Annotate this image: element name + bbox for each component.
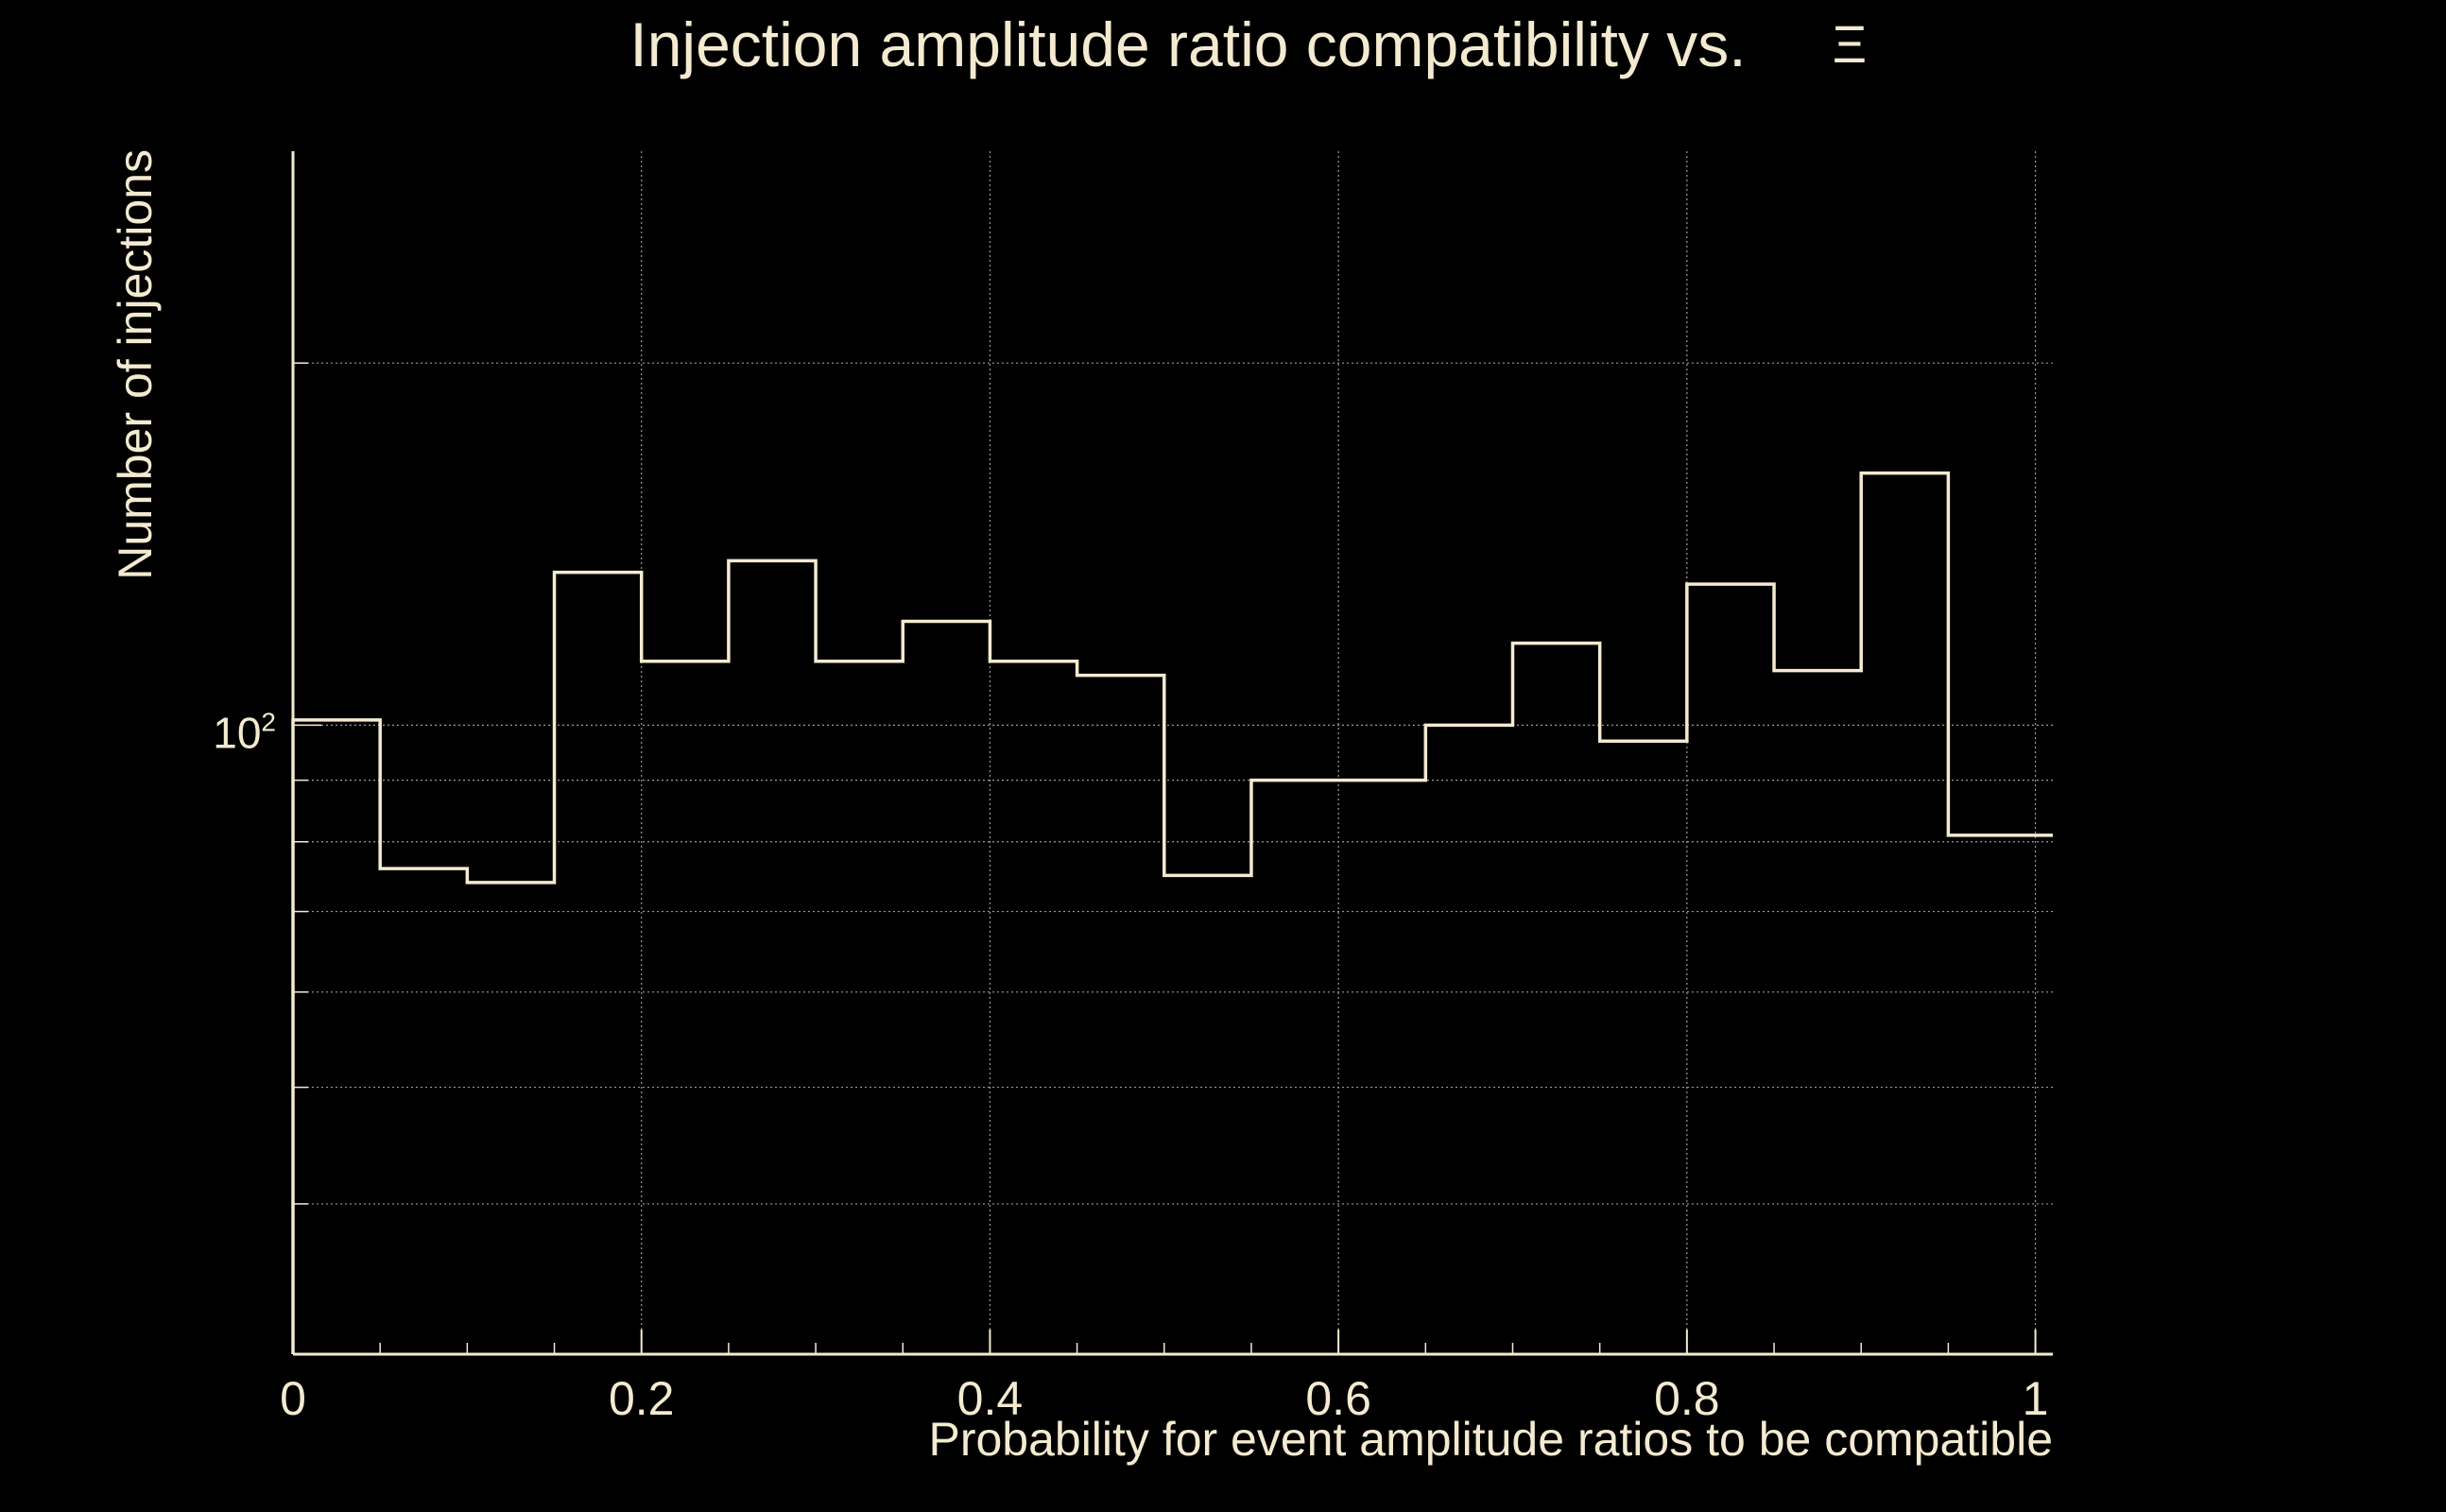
histogram-bin xyxy=(729,560,816,1354)
histogram-bin xyxy=(642,662,729,1354)
x-tick-label: 0.2 xyxy=(609,1372,675,1425)
histogram-bin xyxy=(467,883,554,1354)
x-tick-label: 1 xyxy=(2023,1372,2049,1425)
y-tick-label-base: 10 xyxy=(213,708,261,757)
y-tick-label: 102 xyxy=(213,707,276,757)
histogram-bin xyxy=(1948,835,2035,1354)
x-tick-label: 0 xyxy=(280,1372,306,1425)
y-axis-label: Number of injections xyxy=(109,149,162,580)
histogram-outline xyxy=(291,471,2053,1354)
histogram-bin xyxy=(1512,644,1599,1354)
histogram-bin xyxy=(1687,584,1774,1354)
histogram-bin xyxy=(903,621,990,1354)
histogram-bin xyxy=(816,662,903,1354)
histogram-bin xyxy=(1338,781,1425,1354)
chart-title: Injection amplitude ratio compatibility … xyxy=(629,9,1746,79)
histogram-bin xyxy=(1077,676,1164,1354)
y-tick-label-exponent: 2 xyxy=(261,707,276,736)
histogram-bin xyxy=(1861,473,1948,1354)
histogram-bin xyxy=(990,662,1077,1354)
histogram-bin xyxy=(1425,725,1512,1354)
series-layer xyxy=(291,471,2053,1354)
histogram-bin xyxy=(1251,781,1338,1354)
histogram-bin xyxy=(293,720,380,1354)
x-tick-label: 0.8 xyxy=(1654,1372,1720,1425)
x-tick-label: 0.4 xyxy=(957,1372,1024,1425)
histogram-bin xyxy=(1774,671,1861,1354)
x-tick-label: 0.6 xyxy=(1305,1372,1371,1425)
histogram-bin xyxy=(555,573,642,1354)
labels-layer: Injection amplitude ratio compatibility … xyxy=(109,9,2053,1466)
histogram-bin xyxy=(1164,875,1251,1354)
x-axis-label: Probability for event amplitude ratios t… xyxy=(928,1413,2053,1466)
histogram-bin xyxy=(380,868,467,1354)
grid-layer xyxy=(293,151,2053,1354)
histogram-bin xyxy=(1600,741,1687,1354)
title-symbol: Ξ xyxy=(1833,14,1867,74)
